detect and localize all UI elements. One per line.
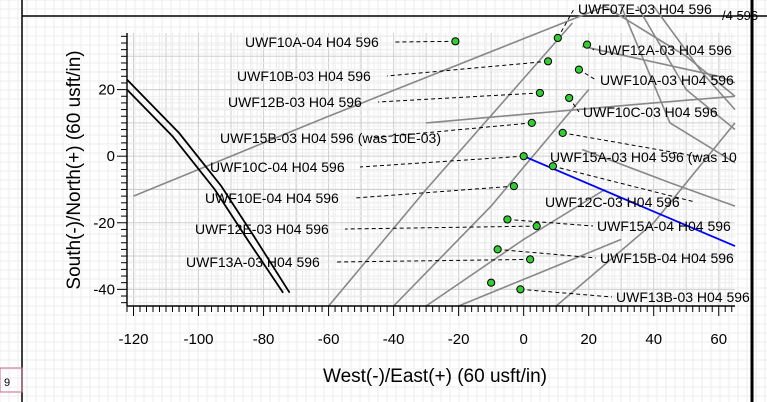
x-tick-label: 20 [580, 331, 597, 348]
x-tick-label: 60 [710, 331, 727, 348]
point-label: UWF07E-03 H04 596 [578, 1, 712, 17]
label-leader [344, 225, 537, 230]
point-label: UWF10A-03 H04 596 [600, 72, 734, 88]
label-leader [359, 155, 524, 168]
label-leader [354, 185, 514, 199]
point-label: UWF13A-03 H04 596 [186, 254, 320, 270]
data-point [493, 245, 502, 254]
data-point [532, 221, 541, 231]
point-label: UWF10A-04 H04 596 [245, 34, 379, 50]
stray-label-bottom-left: 9 [4, 377, 10, 389]
well-trace [458, 238, 622, 306]
label-leader [507, 218, 594, 227]
data-point [548, 162, 558, 171]
well-trace [604, 5, 736, 97]
data-point [451, 37, 460, 46]
well-trace [582, 45, 736, 84]
data-point [503, 215, 512, 224]
label-leader [369, 122, 532, 139]
label-leader [377, 92, 540, 103]
point-label: UWF15B-04 H04 596 [600, 250, 734, 266]
data-point [516, 285, 525, 294]
point-label: UWF15B-03 H04 596 (was 10E-03) [220, 130, 441, 146]
x-tick-label: -100 [184, 331, 214, 348]
stray-label-top-right: /4 596 [722, 8, 758, 23]
point-label: UWF10E-04 H04 596 [205, 190, 339, 206]
data-points [451, 33, 592, 294]
background-traces [133, 5, 736, 306]
point-labels: UWF07E-03 H04 596 UWF10A-04 H04 596 UWF12A… [186, 1, 750, 305]
label-leader [335, 258, 531, 263]
well-trace [555, 122, 736, 306]
x-tick-label: -20 [448, 331, 470, 348]
point-label: UWF13B-03 H04 596 [616, 289, 750, 305]
well-trace [636, 5, 736, 131]
well-trace [581, 148, 736, 207]
data-point [582, 40, 592, 49]
data-point [565, 93, 574, 103]
data-point [526, 255, 535, 264]
label-leader [552, 165, 696, 203]
series-line [523, 155, 736, 247]
y-tick-label: -40 [93, 281, 115, 298]
point-label: UWF15A-04 H04 596 [597, 218, 731, 234]
series-line [127, 88, 284, 294]
y-tick-label: -20 [93, 215, 115, 232]
label-leader [497, 248, 597, 259]
x-tick-label: -80 [253, 331, 275, 348]
data-point [527, 118, 536, 127]
y-axis-title: South(-)/North(+) (60 usft/in) [64, 50, 85, 289]
x-tick-label: -120 [118, 331, 148, 348]
well-trace [393, 89, 590, 306]
data-point [509, 182, 519, 191]
x-tick-label: -40 [383, 331, 405, 348]
x-tick-label: 0 [519, 331, 527, 348]
point-label: UWF10C-03 H04 596 [583, 104, 718, 120]
data-point [519, 152, 528, 161]
label-leader [562, 132, 701, 158]
point-label: UWF12A-03 H04 596 [598, 42, 732, 58]
y-tick-label: 20 [98, 82, 115, 99]
point-label: UWF10C-04 H04 596 [210, 159, 345, 175]
x-tick-label: 40 [645, 331, 662, 348]
label-leader [520, 288, 613, 298]
point-label: UWF12E-03 H04 596 [195, 221, 329, 237]
well-trace [620, 6, 736, 164]
label-leader [394, 40, 456, 43]
label-leader [386, 60, 549, 77]
data-point [535, 88, 545, 98]
point-label: UWF12B-03 H04 596 [228, 94, 362, 110]
data-point [558, 128, 567, 137]
y-tick-label: 0 [107, 148, 115, 165]
side-tab [0, 367, 23, 393]
x-axis-title: West(-)/East(+) (60 usft/in) [323, 366, 547, 387]
well-trace [426, 95, 736, 124]
data-point [574, 65, 584, 74]
label-leader [557, 8, 575, 39]
point-label: UWF15A-03 H04 596 (was 10 [550, 149, 737, 165]
data-point [487, 278, 496, 287]
data-point [543, 57, 553, 66]
axes: -120 -100 -80 -60 -40 -20 0 20 40 60 -40 -20 0 20 [93, 33, 735, 348]
well-trace [327, 22, 574, 306]
well-trace [425, 188, 606, 306]
data-series [127, 78, 736, 294]
data-point [553, 33, 562, 43]
label-leader-lines [335, 8, 701, 298]
x-tick-label: -60 [318, 331, 340, 348]
point-label: UWF10B-03 H04 596 [237, 68, 371, 84]
series-line [127, 78, 291, 294]
point-label: UWF12C-03 H04 596 [545, 194, 680, 210]
